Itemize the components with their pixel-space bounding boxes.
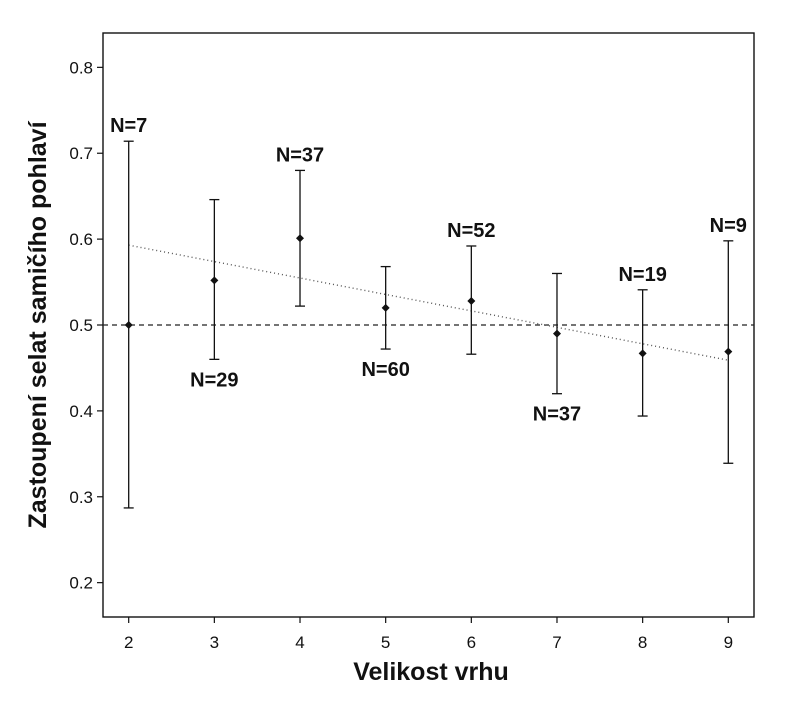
data-point xyxy=(724,347,733,356)
data-point xyxy=(552,329,561,338)
data-point xyxy=(381,303,390,312)
points-layer: N=7 N=29 N=37 N=60 N=52 N=37 N=19 N=9 xyxy=(110,115,747,509)
data-point xyxy=(638,349,647,358)
data-point xyxy=(124,321,133,329)
x-tick-label: 4 xyxy=(295,633,304,652)
sample-size-label: N=37 xyxy=(533,404,581,426)
data-point xyxy=(210,276,219,285)
sample-size-label: N=29 xyxy=(190,369,238,391)
x-tick-label: 5 xyxy=(381,633,390,652)
x-axis: 2 3 4 5 6 7 8 9 xyxy=(124,617,733,652)
data-point xyxy=(467,296,476,305)
sample-size-label: N=9 xyxy=(710,215,747,237)
x-tick-label: 6 xyxy=(467,633,476,652)
y-axis: 0.2 0.3 0.4 0.5 0.6 0.7 0.8 xyxy=(69,58,103,593)
x-tick-label: 2 xyxy=(124,633,133,652)
trend-line xyxy=(128,244,729,361)
x-tick-label: 8 xyxy=(638,633,647,652)
sample-size-label: N=60 xyxy=(361,359,409,381)
x-tick-label: 3 xyxy=(210,633,219,652)
y-axis-title: Zastoupení selat samičího pohlaví xyxy=(24,120,52,528)
sample-size-label: N=19 xyxy=(618,264,666,286)
lines-layer xyxy=(103,244,754,361)
sample-size-label: N=7 xyxy=(110,115,147,137)
sample-size-label: N=52 xyxy=(447,220,495,242)
data-point xyxy=(296,234,305,243)
y-tick-label: 0.7 xyxy=(69,144,93,163)
y-tick-label: 0.2 xyxy=(69,574,93,593)
x-tick-label: 7 xyxy=(552,633,561,652)
y-tick-label: 0.8 xyxy=(69,58,93,77)
y-tick-label: 0.5 xyxy=(69,316,93,335)
x-axis-title: Velikost vrhu xyxy=(353,658,509,686)
y-tick-label: 0.6 xyxy=(69,230,93,249)
y-tick-label: 0.3 xyxy=(69,488,93,507)
x-tick-label: 9 xyxy=(724,633,733,652)
sample-size-label: N=37 xyxy=(276,144,324,166)
y-tick-label: 0.4 xyxy=(69,402,93,421)
